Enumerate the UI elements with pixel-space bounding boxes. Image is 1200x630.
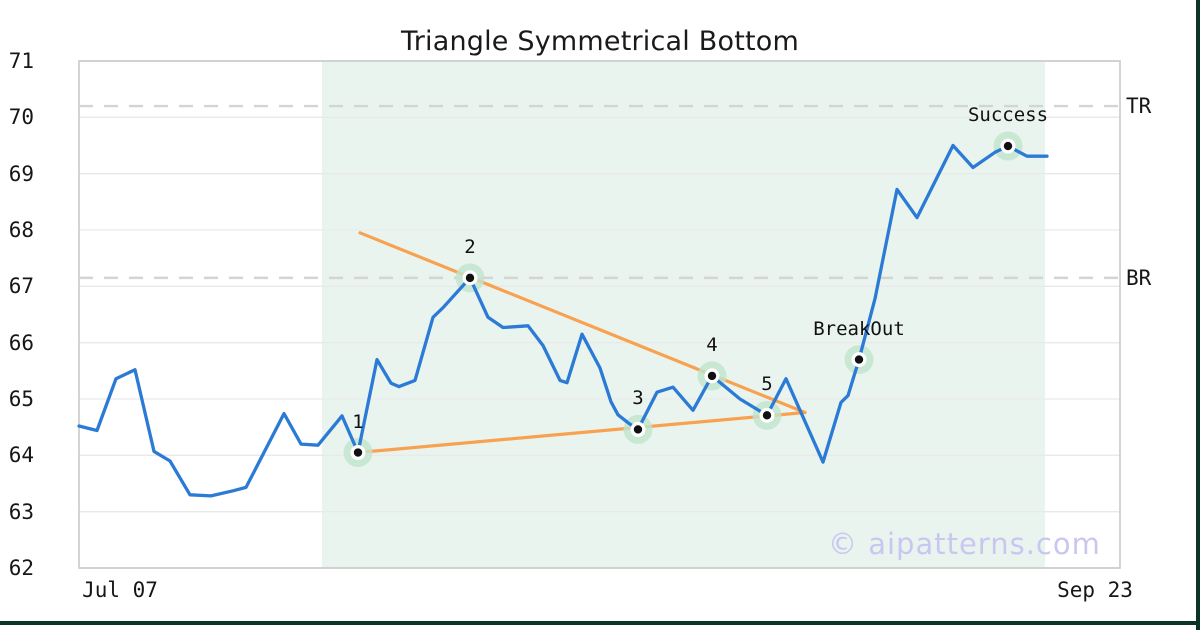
level-label-TR: TR bbox=[1126, 94, 1152, 119]
annotation-1: 1 bbox=[352, 410, 364, 433]
watermark: © aipatterns.com bbox=[828, 527, 1101, 561]
y-tick-label-63: 63 bbox=[8, 499, 34, 524]
price-line bbox=[77, 143, 1049, 498]
annotation-4: 4 bbox=[706, 333, 718, 356]
trendline-upper bbox=[358, 231, 807, 415]
marker-dot-1 bbox=[353, 448, 363, 457]
y-tick-label-66: 66 bbox=[8, 330, 34, 355]
marker-dot-5 bbox=[762, 411, 772, 420]
plot-border bbox=[78, 60, 1121, 569]
y-tick-label-64: 64 bbox=[8, 443, 34, 468]
marker-dot-2 bbox=[465, 273, 475, 283]
y-tick-label-69: 69 bbox=[8, 161, 34, 186]
marker-dot-Success bbox=[1003, 141, 1013, 151]
y-tick-label-65: 65 bbox=[8, 387, 34, 411]
x-tick-label-Jul-07: Jul 07 bbox=[82, 578, 158, 602]
level-label-BR: BR bbox=[1126, 265, 1152, 290]
annotation-BreakOut: BreakOut bbox=[813, 317, 905, 340]
annotation-2: 2 bbox=[464, 235, 476, 258]
chart-title: Triangle Symmetrical Bottom bbox=[400, 26, 800, 57]
trendline-lower bbox=[356, 410, 807, 455]
bottom-edge-bar bbox=[0, 621, 1200, 625]
annotation-Success: Success bbox=[967, 104, 1049, 127]
y-tick-label-67: 67 bbox=[8, 274, 34, 299]
marker-dot-4 bbox=[707, 371, 717, 381]
y-tick-label-71: 71 bbox=[8, 49, 34, 73]
pattern-zone bbox=[322, 61, 1045, 568]
x-tick-label-Sep-23: Sep 23 bbox=[1057, 578, 1133, 602]
y-tick-label-62: 62 bbox=[8, 556, 34, 580]
marker-dot-BreakOut bbox=[854, 355, 864, 364]
y-tick-label-70: 70 bbox=[8, 105, 34, 130]
annotation-5: 5 bbox=[761, 373, 773, 396]
marker-dot-3 bbox=[633, 425, 643, 434]
annotation-3: 3 bbox=[632, 387, 644, 410]
y-tick-label-68: 68 bbox=[8, 218, 34, 242]
right-edge-bar bbox=[1196, 0, 1200, 630]
